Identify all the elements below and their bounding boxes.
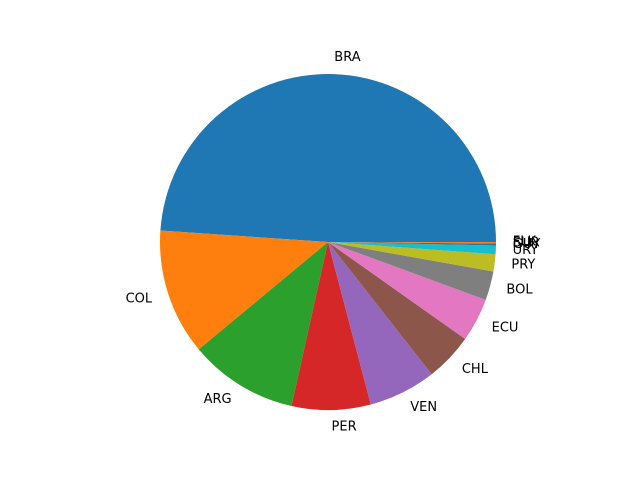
pie-label-per: PER (332, 419, 357, 434)
pie-label-pry: PRY (511, 257, 535, 272)
pie-label-flk: FLK (513, 235, 537, 250)
pie-slice-guy (328, 242, 496, 246)
pie-slice-per (291, 242, 371, 411)
pie-label-col: COL (126, 291, 153, 306)
pie-label-ury: URY (513, 243, 539, 258)
pie-label-guy: GUY (513, 237, 541, 252)
pie-slice-bol (328, 242, 494, 300)
pie-label-bra: BRA (334, 50, 360, 65)
pie-label-ven: VEN (410, 400, 437, 415)
pie-slice-pry (328, 242, 496, 272)
pie-slice-sur (328, 242, 496, 244)
pie-slice-col (160, 230, 328, 350)
pie-slice-ecu (328, 242, 486, 339)
pie-slices (160, 73, 496, 411)
pie-label-sur: SUR (513, 235, 540, 250)
pie-slice-bra (160, 73, 496, 242)
pie-label-ecu: ECU (492, 320, 519, 335)
pie-slice-arg (198, 242, 328, 406)
pie-label-arg: ARG (204, 392, 232, 407)
pie-label-chl: CHL (462, 362, 489, 377)
pie-slice-ury (328, 242, 496, 255)
pie-slice-ven (328, 242, 432, 405)
pie-label-bol: BOL (506, 283, 533, 298)
pie-slice-chl (328, 242, 466, 375)
